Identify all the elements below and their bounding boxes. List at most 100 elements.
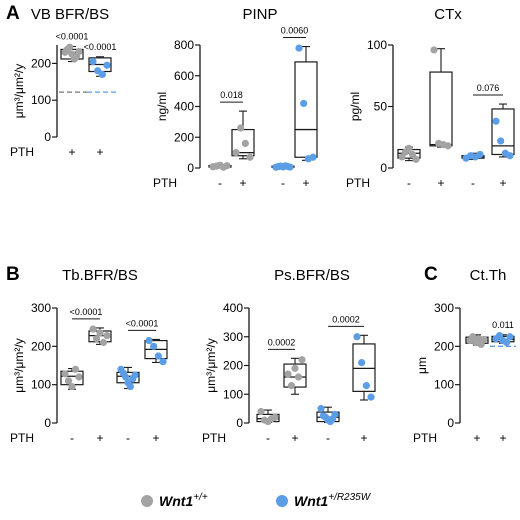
legend-marker-icon — [141, 495, 153, 507]
data-point — [159, 358, 167, 366]
data-point — [291, 364, 299, 372]
legend-label-superscript: +/+ — [193, 492, 208, 503]
data-point — [412, 155, 420, 163]
y-axis-label: μm³/μm²/y — [204, 338, 218, 392]
legend: Wnt1+/+ Wnt1+/R235W — [141, 492, 372, 509]
data-point — [98, 70, 106, 79]
series-wt-pthminus — [208, 161, 232, 171]
chart-title: Ps.BFR/BS — [274, 267, 350, 284]
data-point — [75, 48, 83, 56]
series-mut-pthplus — [352, 333, 376, 401]
pth-row-label: PTH — [153, 176, 177, 190]
panel-letter: A — [6, 3, 20, 24]
data-point — [61, 370, 69, 378]
legend-label: Wnt1+/R235W — [294, 492, 372, 509]
data-point — [154, 352, 162, 360]
data-point — [405, 144, 413, 152]
p-value-label: <0.0001 — [56, 31, 89, 41]
box — [352, 343, 376, 392]
y-tick-label: 100 — [223, 387, 243, 401]
x-category-label: + — [360, 431, 367, 445]
data-point — [298, 356, 306, 364]
data-point — [358, 359, 366, 367]
y-tick-label: 0 — [187, 161, 194, 175]
x-category-label: + — [473, 431, 480, 445]
data-point — [444, 142, 452, 150]
box — [283, 363, 307, 388]
p-value-label: 0.018 — [220, 90, 243, 100]
x-category-label: - — [471, 176, 475, 190]
y-tick-label: 800 — [174, 38, 194, 52]
data-point — [476, 150, 484, 159]
data-point — [495, 332, 504, 340]
data-point — [237, 124, 245, 132]
data-point — [89, 325, 97, 333]
data-point — [232, 149, 240, 157]
data-point — [257, 407, 265, 416]
data-point — [295, 44, 303, 52]
series-wt-pthplus — [429, 46, 453, 150]
y-axis-label: pg/ml — [348, 92, 362, 121]
legend-label-superscript: +/R235W — [328, 492, 372, 503]
series-wt-pthplus — [465, 333, 489, 349]
y-tick-label: 200 — [31, 56, 51, 70]
x-category-label: + — [152, 431, 159, 445]
series-mut-pthplus — [88, 56, 112, 79]
chart-psbfr: Ps.BFR/BS 0 100 200 300 400 μm³/μm²/y PTH - + - +0.… — [202, 267, 376, 445]
data-point — [492, 117, 500, 125]
series-mut-pthminus — [316, 405, 340, 426]
x-category-label: + — [291, 431, 298, 445]
data-point — [66, 43, 74, 51]
p-value-label: 0.0002 — [332, 314, 360, 324]
x-category-label: + — [96, 145, 103, 159]
data-point — [71, 365, 80, 373]
x-category-label: - — [407, 176, 411, 190]
x-category-label: + — [499, 176, 506, 190]
legend-label-name: Wnt1 — [159, 493, 193, 509]
series-wt-pthplus — [283, 356, 307, 395]
p-value-label: <0.0001 — [70, 307, 103, 317]
panel-letter: B — [6, 264, 20, 285]
p-value-label: 0.076 — [477, 83, 500, 93]
chart-ctth: C Ct.Th 0 100 200 300 μm PTH + +0.011 — [413, 264, 516, 445]
y-tick-label: 300 — [223, 330, 243, 344]
data-point — [287, 382, 296, 390]
y-tick-label: 300 — [434, 301, 454, 315]
data-point — [150, 342, 158, 350]
data-point — [317, 405, 325, 413]
data-point — [430, 46, 438, 54]
series-wt-pthminus — [256, 407, 280, 426]
p-value-label: <0.0001 — [126, 318, 159, 328]
chart-ctx: CTx 0 50 100 pg/ml PTH - + - +0.076 — [346, 6, 515, 190]
series-mut-pthplus — [491, 103, 515, 160]
y-tick-label: 100 — [367, 38, 387, 52]
data-point — [502, 338, 511, 347]
x-category-label: + — [499, 431, 506, 445]
data-point — [300, 99, 308, 108]
y-tick-label: 200 — [31, 339, 51, 353]
pth-row-label: PTH — [346, 176, 370, 190]
y-tick-label: 400 — [174, 100, 194, 114]
data-point — [480, 335, 488, 344]
y-tick-label: 600 — [174, 69, 194, 83]
data-point — [96, 329, 104, 337]
y-axis-label: μm³/μm²/y — [12, 64, 26, 118]
chart-title: CTx — [434, 6, 462, 23]
p-value-label: 0.0002 — [268, 337, 296, 347]
y-tick-label: 200 — [174, 130, 194, 144]
y-tick-label: 400 — [223, 301, 243, 315]
chart-tbbfr: B Tb.BFR/BS 0 100 200 300 μm³/μm²/y PTH - + - + <0.0… — [6, 264, 168, 445]
legend-item: Wnt1+/R235W — [276, 492, 372, 509]
x-category-label: - — [281, 176, 285, 190]
box — [294, 61, 318, 158]
y-tick-label: 0 — [44, 416, 51, 430]
legend-item: Wnt1+/+ — [141, 492, 208, 509]
data-point — [353, 333, 361, 341]
data-point — [68, 382, 76, 391]
x-category-label: - — [266, 431, 270, 445]
chart-title: VB BFR/BS — [31, 6, 109, 23]
data-point — [64, 377, 73, 385]
y-tick-label: 300 — [31, 301, 51, 315]
pth-row-label: PTH — [202, 431, 226, 445]
